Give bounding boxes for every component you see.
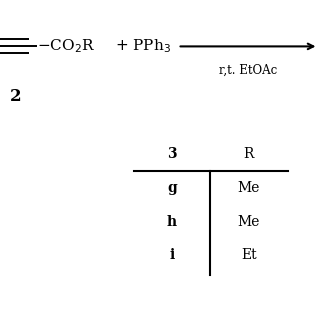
- Text: R: R: [244, 147, 254, 161]
- Text: Et: Et: [241, 248, 257, 262]
- Text: 2: 2: [10, 88, 21, 105]
- Text: 3: 3: [167, 147, 177, 161]
- Text: Me: Me: [238, 215, 260, 228]
- Text: h: h: [167, 215, 177, 228]
- Text: $+$ PPh$_3$: $+$ PPh$_3$: [115, 37, 171, 55]
- Text: g: g: [167, 181, 177, 195]
- Text: i: i: [169, 248, 175, 262]
- Text: $-$CO$_2$R: $-$CO$_2$R: [37, 37, 95, 55]
- Text: r,t. EtOAc: r,t. EtOAc: [219, 64, 277, 77]
- Text: Me: Me: [238, 181, 260, 195]
